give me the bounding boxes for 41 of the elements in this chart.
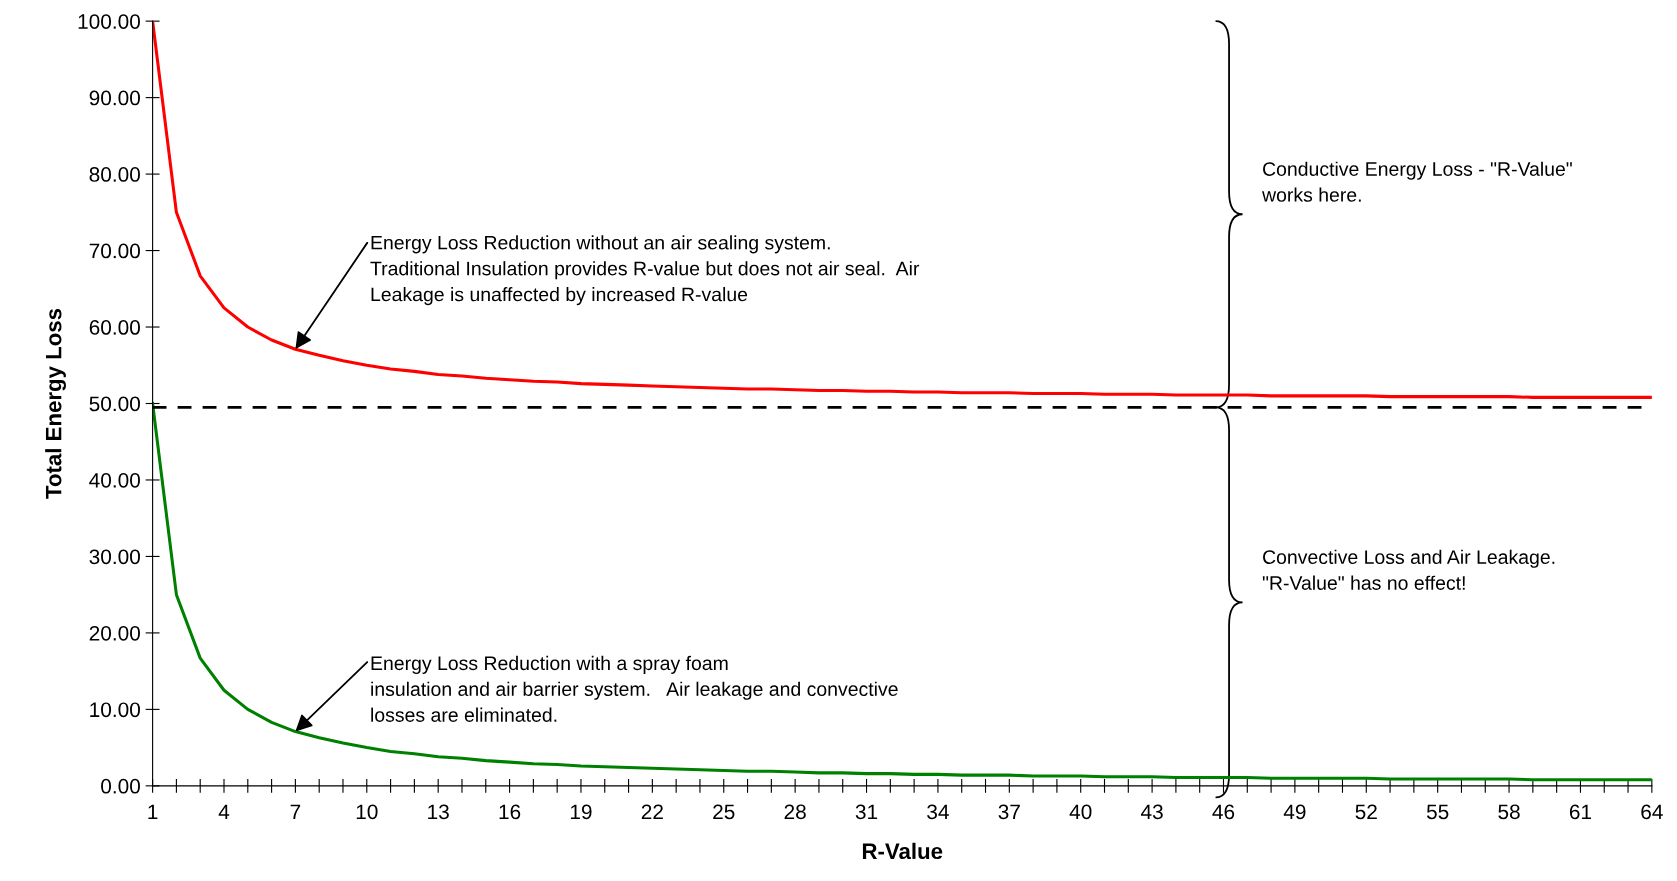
x-tick-label: 10 (356, 804, 378, 820)
x-tick-label: 13 (428, 804, 449, 820)
x-tick-label: 61 (1569, 804, 1592, 820)
x-tick-label: 43 (1140, 804, 1163, 820)
x-tick-label: 46 (1212, 804, 1235, 820)
annotation: Energy Loss Reduction without an air sealing system. Traditional Insulation provides R-value but does not air seal. Air Leakage is unaffected by increased R-value (370, 235, 920, 306)
x-tick-label: 40 (1069, 804, 1092, 820)
x-tick-label: 19 (570, 804, 592, 820)
x-tick-label: 64 (1641, 804, 1663, 820)
line-series (152, 21, 1652, 399)
x-tick-label: 55 (1426, 804, 1449, 820)
line-series (152, 401, 1652, 782)
y-tick-label: 80.00 (89, 167, 140, 182)
y-tick-label: 10.00 (90, 702, 140, 718)
x-tick-label: 4 (218, 804, 230, 820)
annotation: Energy Loss Reduction with a spray foam insulation and air barrier system. Air leakage and convective losses are eliminated. (371, 655, 898, 722)
annotation: Conductive Energy Loss - "R-Value" works here. (1262, 161, 1572, 202)
x-tick-label: 16 (499, 804, 521, 820)
x-tick-label: 31 (855, 804, 878, 820)
x-tick-label: 52 (1355, 804, 1377, 820)
annotation: Convective Loss and Air Leakage. "R-Value" has no effect! (1262, 549, 1555, 590)
x-tick-label: 34 (927, 804, 949, 820)
y-tick-label: 60.00 (89, 320, 140, 335)
y-tick-label: 30.00 (89, 549, 140, 565)
y-axis-title: Total Energy Loss (45, 308, 66, 499)
x-tick-label: 37 (998, 804, 1020, 820)
y-tick-label: 40.00 (89, 472, 140, 488)
y-tick-label: 20.00 (89, 625, 140, 641)
x-tick-label: 22 (641, 804, 663, 820)
x-tick-label: 7 (290, 804, 301, 820)
x-axis-title: R-Value (862, 842, 943, 860)
y-tick-label: 90.00 (89, 90, 140, 106)
y-tick-label: 70.00 (89, 243, 140, 259)
x-tick-label: 58 (1498, 804, 1520, 820)
x-tick-label: 1 (148, 804, 158, 820)
y-tick-label: 50.00 (89, 396, 140, 412)
x-tick-label: 49 (1283, 804, 1306, 820)
y-tick-label: 100.00 (78, 14, 140, 29)
x-tick-label: 25 (713, 804, 735, 820)
x-tick-label: 28 (784, 804, 806, 820)
y-tick-label: 0.00 (101, 778, 140, 794)
